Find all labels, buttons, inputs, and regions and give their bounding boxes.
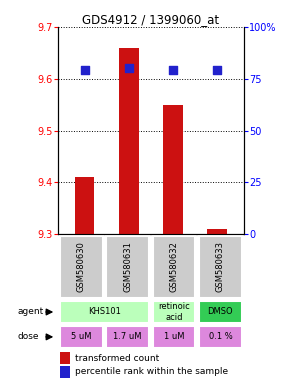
Bar [60,236,103,298]
Text: 0.1 %: 0.1 % [209,333,232,341]
Bar [119,48,139,234]
Text: percentile rank within the sample: percentile rank within the sample [75,367,228,376]
Bar [60,366,70,378]
Bar [199,301,242,323]
Text: GSM580633: GSM580633 [216,242,225,293]
Bar [163,105,183,234]
Text: retinoic
acid: retinoic acid [158,302,190,322]
Text: GSM580630: GSM580630 [77,242,86,292]
Bar [106,236,149,298]
Text: GSM580632: GSM580632 [169,242,179,292]
Text: transformed count: transformed count [75,354,159,363]
Point [215,67,220,73]
Bar [60,353,70,364]
Bar [199,326,242,348]
Bar [75,177,95,234]
Bar [60,301,149,323]
Point [126,65,131,71]
Text: dose: dose [17,333,39,341]
Bar [153,326,195,348]
Bar [199,236,242,298]
Bar [60,326,103,348]
Title: GDS4912 / 1399060_at: GDS4912 / 1399060_at [82,13,219,26]
Bar [153,301,195,323]
Bar [106,326,149,348]
Text: GSM580631: GSM580631 [123,242,132,292]
Text: KHS101: KHS101 [88,308,121,316]
Point [82,67,87,73]
Text: 1 uM: 1 uM [164,333,184,341]
Point [171,67,175,73]
Text: 1.7 uM: 1.7 uM [113,333,142,341]
Bar [153,236,195,298]
Text: agent: agent [17,308,44,316]
Text: DMSO: DMSO [208,308,233,316]
Bar [207,229,227,234]
Text: 5 uM: 5 uM [71,333,91,341]
